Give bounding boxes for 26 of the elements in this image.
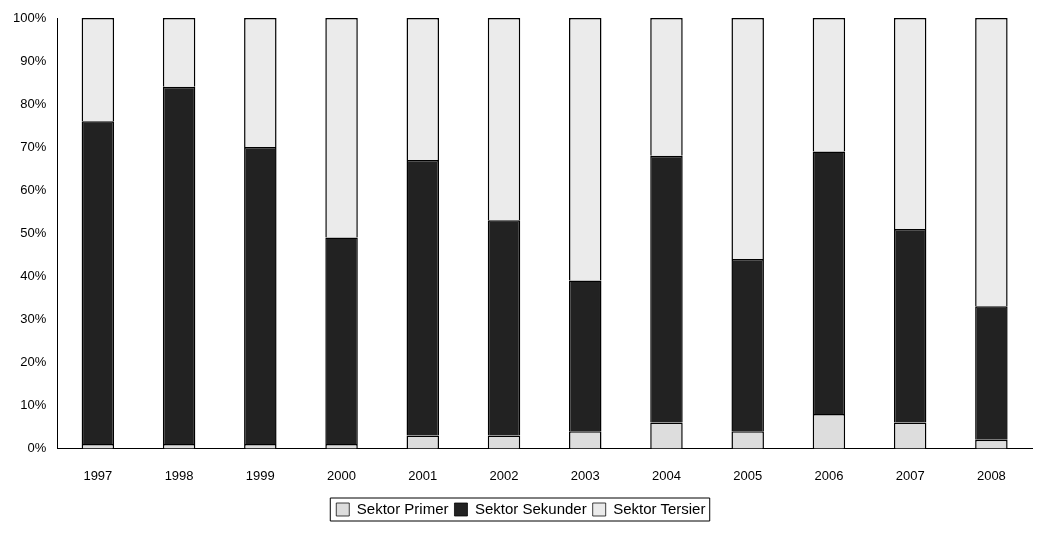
x-tick-label: 2004 (652, 467, 681, 483)
x-tick-label: 2005 (733, 467, 763, 483)
y-tick-label: 40% (20, 267, 47, 283)
y-tick-label: 20% (20, 353, 47, 369)
y-tick-label: 90% (20, 52, 47, 68)
y-tick-label: 0% (27, 439, 47, 455)
legend-label: Sektor Tersier (613, 499, 706, 517)
legend-label: Sektor Sekunder (474, 499, 587, 517)
y-tick-label: 30% (20, 310, 47, 326)
x-tick-label: 2007 (895, 467, 925, 483)
x-tick-label: 2006 (814, 467, 844, 483)
x-tick-label: 1999 (245, 467, 275, 483)
x-tick-label: 2000 (327, 467, 357, 483)
y-tick-label: 60% (20, 181, 47, 197)
x-tick-label: 2008 (976, 467, 1006, 483)
x-tick-label: 2002 (489, 467, 519, 483)
y-tick-label: 10% (20, 396, 47, 412)
x-tick-label: 2003 (570, 467, 600, 483)
y-tick-label: 80% (20, 95, 47, 111)
x-tick-label: 2001 (408, 467, 438, 483)
y-tick-label: 100% (13, 9, 47, 25)
y-tick-label: 70% (20, 138, 47, 154)
y-tick-label: 50% (20, 224, 47, 240)
legend-label: Sektor Primer (356, 499, 449, 517)
x-tick-label: 1998 (164, 467, 194, 483)
x-tick-label: 1997 (83, 467, 113, 483)
